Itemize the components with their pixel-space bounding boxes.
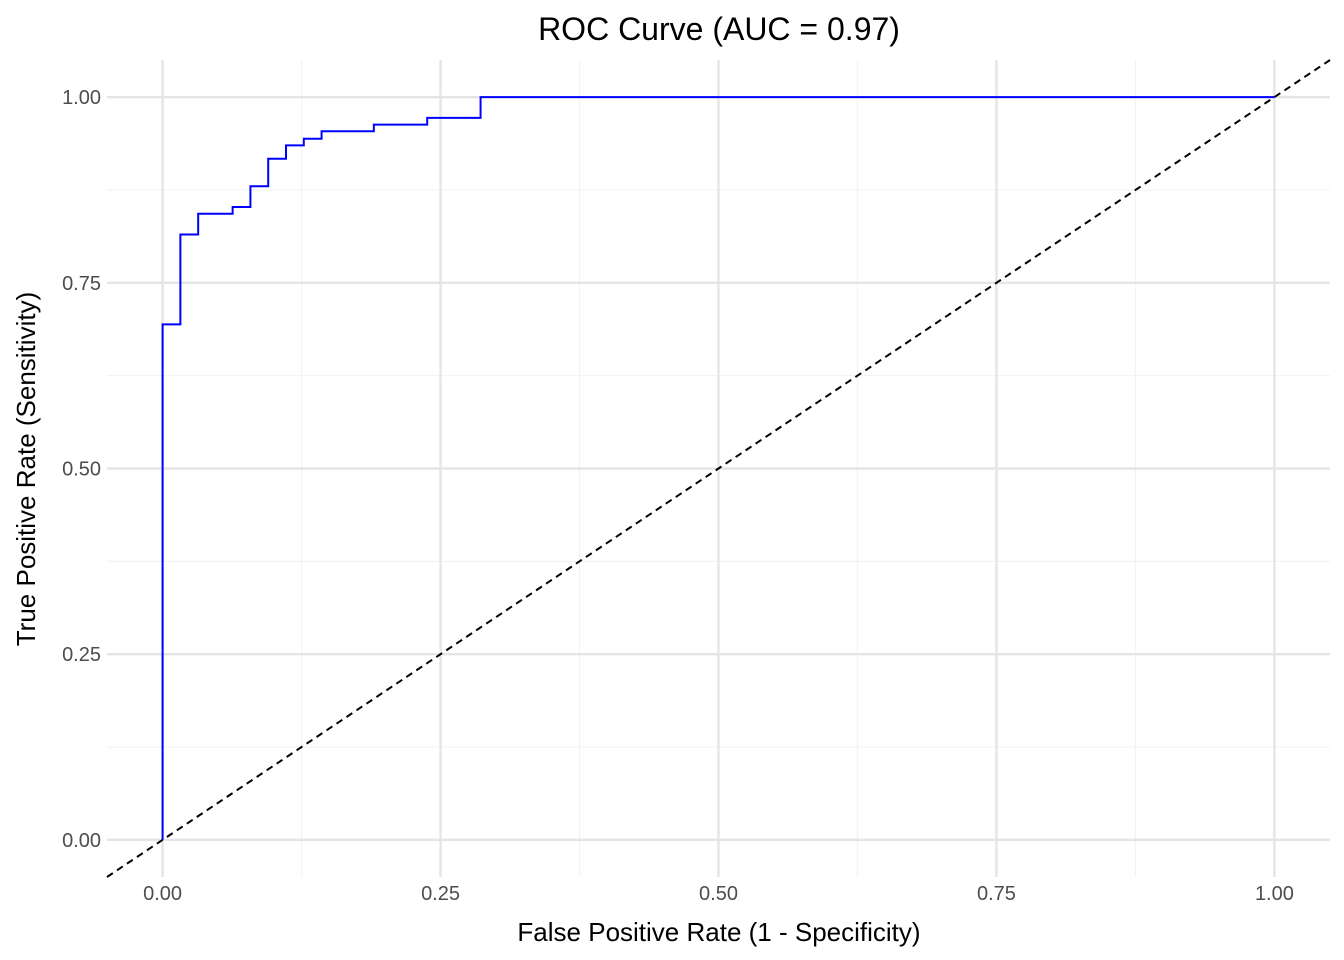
x-tick-label: 0.25 [421,883,460,905]
chart-title: ROC Curve (AUC = 0.97) [538,11,900,47]
roc-curve-line [161,96,1275,840]
series-layer [106,59,1331,878]
y-tick-label: 0.50 [62,459,101,481]
x-tick-label: 0.75 [977,883,1016,905]
y-tick-label: 0.25 [62,644,101,666]
y-tick-labels: 0.00 0.25 0.50 0.75 1.00 [62,87,101,852]
chance-diagonal-line [106,59,1331,878]
x-tick-label: 0.00 [143,883,182,905]
x-tick-labels: 0.00 0.25 0.50 0.75 1.00 [143,883,1294,905]
y-tick-label: 0.00 [62,830,101,852]
y-axis-title: True Positive Rate (Sensitivity) [11,292,41,646]
x-axis-title: False Positive Rate (1 - Specificity) [517,917,920,947]
y-tick-label: 1.00 [62,87,101,109]
y-tick-label: 0.75 [62,273,101,295]
x-tick-label: 1.00 [1255,883,1294,905]
x-tick-label: 0.50 [699,883,738,905]
